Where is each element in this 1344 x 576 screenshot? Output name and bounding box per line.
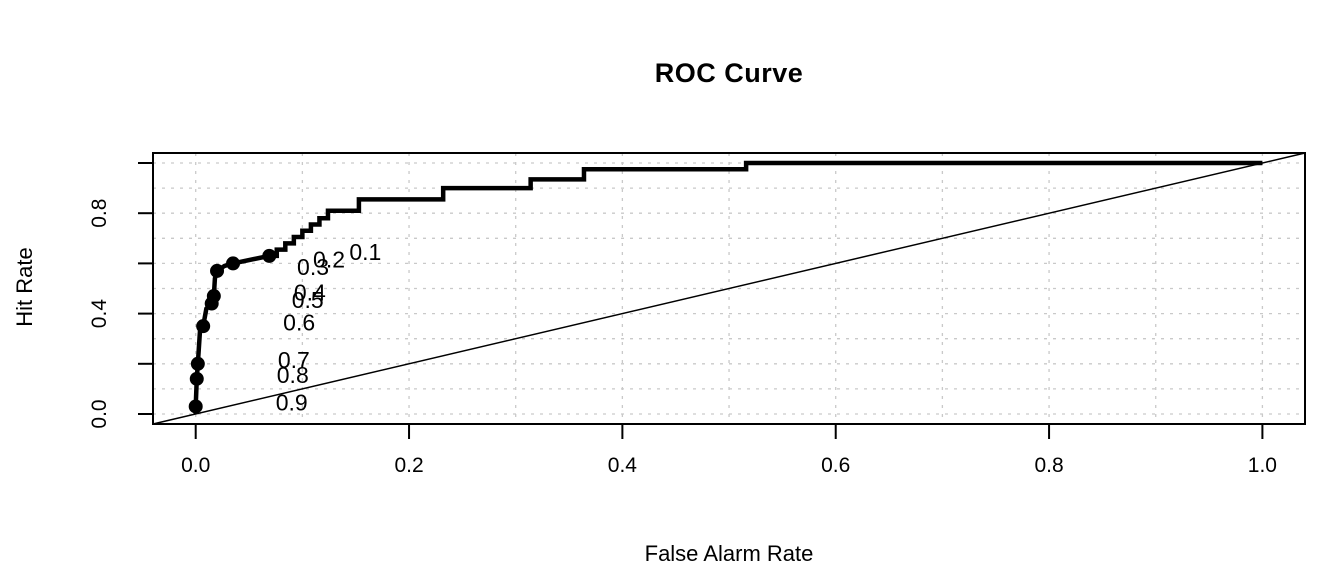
threshold-point — [210, 263, 225, 278]
x-tick-label: 1.0 — [1248, 454, 1277, 477]
threshold-label: 0.6 — [283, 309, 315, 335]
threshold-label: 0.4 — [294, 279, 326, 305]
x-tick-label: 0.0 — [181, 454, 210, 477]
threshold-point — [190, 356, 205, 371]
threshold-label: 0.2 — [313, 247, 345, 273]
threshold-label: 0.9 — [276, 390, 308, 416]
x-axis-label: False Alarm Rate — [644, 541, 814, 566]
threshold-label: 0.8 — [277, 362, 309, 388]
chart-title: ROC Curve — [654, 58, 804, 88]
chance-diagonal-line — [152, 152, 1306, 425]
threshold-label: 0.1 — [349, 239, 381, 265]
y-tick-label: 0.8 — [88, 199, 111, 228]
threshold-point — [226, 256, 241, 271]
x-tick-label: 0.8 — [1034, 454, 1063, 477]
threshold-point — [196, 319, 211, 334]
threshold-point — [262, 248, 277, 263]
x-tick-label: 0.6 — [821, 454, 850, 477]
plot-border — [152, 152, 1306, 425]
y-tick-label: 0.0 — [88, 399, 111, 428]
threshold-point — [188, 399, 203, 414]
threshold-label: 0.7 — [278, 347, 310, 373]
x-tick-label: 0.4 — [608, 454, 638, 477]
threshold-point — [206, 289, 221, 304]
threshold-point — [189, 371, 204, 386]
threshold-label: 0.5 — [292, 287, 324, 313]
x-tick-label: 0.2 — [394, 454, 423, 477]
y-tick-label: 0.4 — [88, 299, 111, 329]
threshold-label: 0.3 — [297, 254, 329, 280]
